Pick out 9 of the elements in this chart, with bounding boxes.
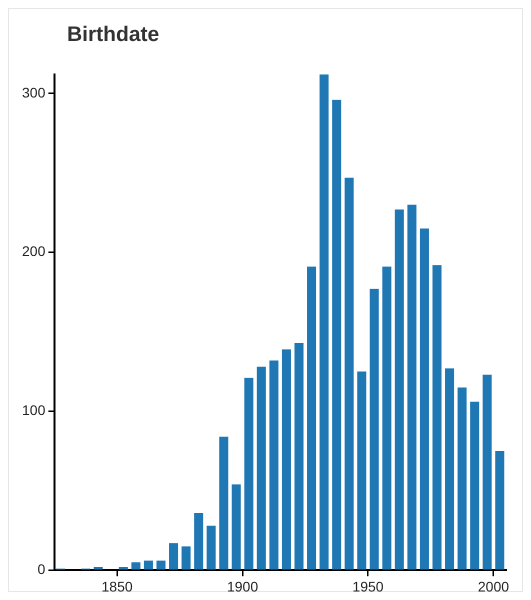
x-tick-label: 1950	[352, 578, 384, 594]
x-tick-label: 1850	[102, 578, 133, 594]
x-tick-label: 1900	[226, 578, 258, 594]
y-tick-label: 100	[22, 402, 46, 418]
y-tick-label: 300	[22, 84, 46, 100]
chart-title: Birthdate	[67, 23, 160, 48]
y-tick-label: 200	[22, 243, 46, 260]
y-tick-label: 0	[38, 561, 46, 578]
x-tick-label: 2000	[478, 578, 510, 594]
